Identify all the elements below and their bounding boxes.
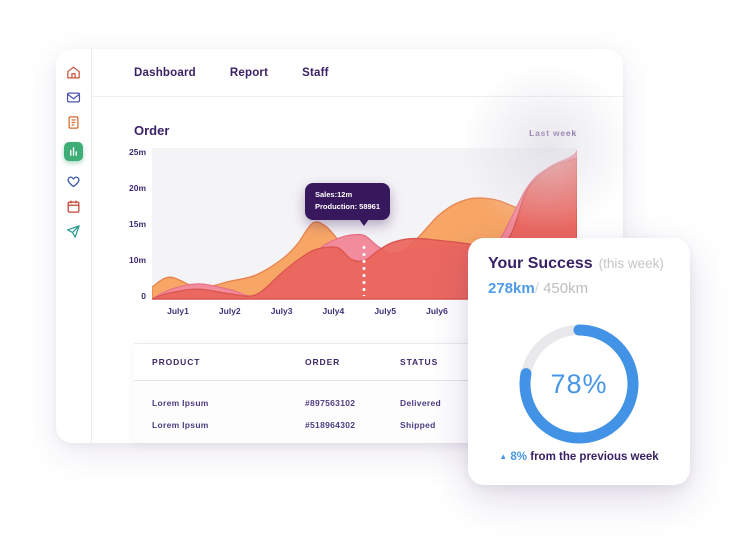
table-cell: #897563102	[305, 398, 356, 408]
y-tick: 10m	[128, 254, 146, 265]
nav-report[interactable]: Report	[229, 66, 269, 79]
progress-value: 278km	[488, 280, 535, 297]
y-tick: 0	[141, 290, 146, 301]
top-nav: Dashboard Report Staff	[92, 49, 623, 97]
table-cell: Lorem Ipsum	[152, 420, 209, 430]
y-tick: 15m	[128, 218, 146, 229]
col-product: PRODUCT	[152, 357, 201, 367]
heart-icon[interactable]	[66, 173, 82, 189]
x-tick: July1	[167, 306, 189, 316]
sidebar	[56, 49, 92, 443]
table-row: Lorem Ipsum #518964302 Shipped	[134, 414, 610, 436]
home-icon[interactable]	[66, 64, 82, 80]
tooltip-production: Production: 58961	[315, 202, 381, 211]
hover-dotted-line	[362, 244, 367, 296]
table-cell: Delivered	[400, 398, 441, 408]
nav-dashboard[interactable]: Dashboard	[134, 66, 196, 79]
x-tick: July3	[270, 306, 293, 316]
donut-percent-label: 78%	[550, 368, 608, 399]
mail-icon[interactable]	[66, 89, 82, 105]
chart-y-axis: 25m 20m 15m 10m 0	[116, 148, 146, 300]
document-icon[interactable]	[66, 114, 82, 130]
y-tick: 25m	[128, 147, 146, 157]
nav-staff[interactable]: Staff	[302, 66, 329, 79]
send-icon[interactable]	[66, 223, 82, 239]
table-body: Lorem Ipsum #897563102 Delivered Lorem Ipsu…	[134, 381, 610, 436]
bar-chart-icon[interactable]	[64, 142, 83, 161]
table-cell: Shipped	[400, 420, 436, 430]
calendar-icon[interactable]	[66, 198, 82, 214]
progress-total: 450km	[543, 280, 589, 297]
progress-readout: 278km/ 450km	[488, 280, 670, 297]
table-row: Lorem Ipsum #897563102 Delivered	[134, 392, 610, 414]
col-status: STATUS	[400, 357, 439, 367]
success-subtitle: (this week)	[598, 256, 664, 271]
order-header-row: Order Last week	[92, 97, 623, 148]
chart-x-axis: July1 July2 July3 July4 July5 July6	[152, 306, 577, 318]
success-footer: ▲ 8% from the previous week	[468, 451, 690, 463]
progress-separator: /	[534, 280, 539, 297]
x-tick: July5	[374, 306, 397, 316]
x-tick: July6	[426, 306, 448, 316]
x-tick: July4	[322, 306, 345, 316]
table-cell: Lorem Ipsum	[152, 398, 209, 408]
col-order: ORDER	[305, 357, 341, 367]
progress-donut: 78%	[516, 321, 642, 447]
success-card: Your Success (this week) 278km/ 450km 78…	[468, 238, 690, 485]
success-title: Your Success	[488, 255, 593, 272]
donut-svg	[519, 324, 639, 444]
change-percent: 8%	[510, 451, 528, 463]
order-section-title: Order	[134, 123, 170, 138]
chart-tooltip: Sales:12m Production: 58961	[305, 183, 391, 226]
lastweek-filter[interactable]: Last week	[529, 128, 577, 138]
up-arrow-icon: ▲	[499, 452, 508, 461]
change-text: from the previous week	[530, 451, 659, 463]
tooltip-sales: Sales:12m	[315, 190, 353, 199]
y-tick: 20m	[128, 182, 146, 193]
donut-progress-arc	[519, 324, 639, 444]
x-tick: July2	[218, 306, 241, 316]
table-cell: #518964302	[305, 420, 356, 430]
